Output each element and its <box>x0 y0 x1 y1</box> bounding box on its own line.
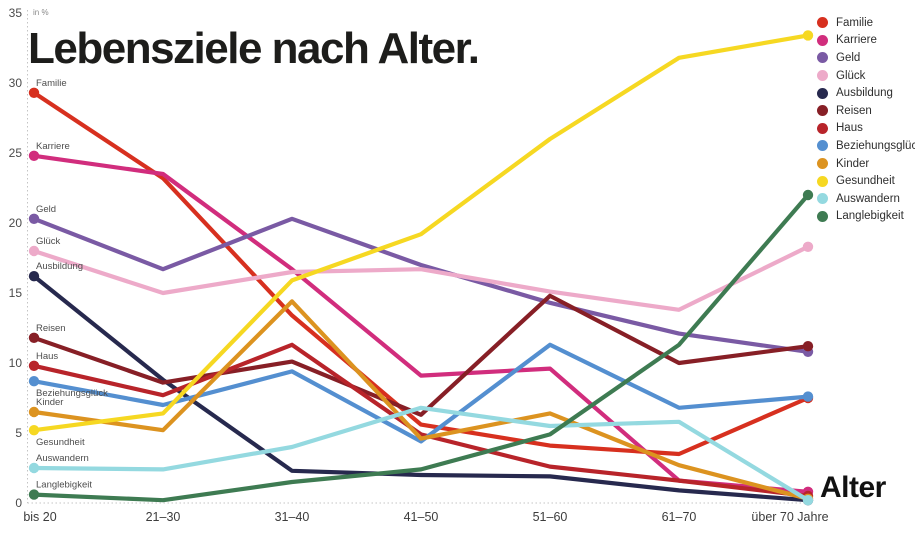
legend-dot-icon <box>817 87 828 99</box>
y-axis-unit-label: in % <box>33 8 49 17</box>
legend-item-label: Gesundheit <box>836 175 895 188</box>
y-tick-label: 5 <box>15 426 22 440</box>
series-line-gesundheit <box>31 33 811 433</box>
series-start-dot-beziehungsglück <box>28 376 40 387</box>
x-tick-label: bis 20 <box>23 510 56 524</box>
x-tick-label: 41–50 <box>404 510 439 524</box>
series-start-dot-kinder <box>28 406 40 418</box>
legend-dot-icon <box>817 193 828 205</box>
legend-item-familie: Familie <box>817 14 915 32</box>
legend-dot-icon <box>817 17 828 29</box>
series-start-label-langlebigkeit: Langlebigkeit <box>36 480 92 491</box>
legend-item-ausbildung: Ausbildung <box>817 84 915 102</box>
legend-dot-icon <box>817 140 828 152</box>
series-start-label-familie: Familie <box>36 78 67 89</box>
series-line-ausbildung <box>31 274 811 503</box>
series-start-label-auswandern: Auswandern <box>36 453 89 464</box>
series-end-dot-beziehungsglück <box>802 391 814 402</box>
series-line-auswandern <box>31 405 811 503</box>
series-end-dot-glück <box>802 241 814 252</box>
legend-item-label: Familie <box>836 16 874 29</box>
y-tick-label: 25 <box>9 146 23 160</box>
series-line-beziehungsglück <box>31 342 811 444</box>
series-start-dot-familie <box>28 87 40 99</box>
series-start-dot-haus <box>28 360 40 371</box>
series-line-haus <box>31 342 811 499</box>
series-start-dot-geld <box>28 213 40 224</box>
x-tick-label: 51–60 <box>533 510 568 524</box>
series-end-dot-langlebigkeit <box>802 189 814 201</box>
y-tick-label: 10 <box>9 356 23 370</box>
series-start-label-karriere: Karriere <box>36 141 70 152</box>
series-start-label-beziehungsglück: Beziehungsglück <box>36 388 108 399</box>
legend-item-label: Auswandern <box>836 192 900 205</box>
series-end-dot-gesundheit <box>802 30 814 41</box>
series-line-langlebigkeit <box>31 192 811 503</box>
legend-item-label: Ausbildung <box>836 87 893 100</box>
legend-dot-icon <box>817 34 828 46</box>
legend-dot-icon <box>817 52 828 64</box>
legend-item-label: Kinder <box>836 157 870 170</box>
x-tick-label: 61–70 <box>662 510 697 524</box>
chart-title: Lebensziele nach Alter. <box>28 24 480 73</box>
series-start-label-kinder: Kinder <box>36 397 63 408</box>
series-start-label-glück: Glück <box>36 236 61 247</box>
legend-dot-icon <box>817 122 828 134</box>
legend-item-label: Langlebigkeit <box>836 210 904 223</box>
x-tick-label: 31–40 <box>275 510 310 524</box>
legend-dot-icon <box>817 175 828 187</box>
legend-item-label: Karriere <box>836 34 877 47</box>
y-tick-label: 35 <box>9 6 23 20</box>
series-line-kinder <box>31 299 811 501</box>
legend-item-gesundheit: Gesundheit <box>817 172 915 190</box>
y-tick-label: 0 <box>15 496 22 510</box>
series-start-dot-reisen <box>28 332 40 343</box>
legend-dot-icon <box>817 105 828 117</box>
x-tick-label: über 70 Jahre <box>751 510 828 524</box>
series-line-geld <box>31 216 811 354</box>
series-start-label-gesundheit: Gesundheit <box>36 437 85 448</box>
series-start-label-reisen: Reisen <box>36 323 66 334</box>
series-line-glück <box>31 244 811 312</box>
legend: Familie Karriere Geld Glück Ausbildung Reisen… <box>817 14 915 225</box>
legend-item-glück: Glück <box>817 67 915 85</box>
y-tick-label: 15 <box>9 286 23 300</box>
series-start-label-haus: Haus <box>36 351 58 362</box>
legend-item-karriere: Karriere <box>817 32 915 50</box>
series-start-dot-gesundheit <box>28 425 40 436</box>
legend-item-reisen: Reisen <box>817 102 915 120</box>
y-tick-label: 20 <box>9 216 23 230</box>
series-start-dot-glück <box>28 245 40 257</box>
legend-dot-icon <box>817 70 828 82</box>
legend-item-kinder: Kinder <box>817 155 915 173</box>
series-start-dot-karriere <box>28 150 40 161</box>
series-line-reisen <box>31 293 811 417</box>
legend-item-label: Geld <box>836 51 861 64</box>
legend-item-auswandern: Auswandern <box>817 190 915 208</box>
legend-item-label: Beziehungsglück <box>836 139 915 152</box>
legend-dot-icon <box>817 158 828 170</box>
y-tick-label: 30 <box>9 76 23 90</box>
series-start-dot-ausbildung <box>28 271 40 282</box>
series-start-dot-langlebigkeit <box>28 489 40 500</box>
legend-item-langlebigkeit: Langlebigkeit <box>817 208 915 226</box>
legend-item-label: Reisen <box>836 104 872 117</box>
legend-dot-icon <box>817 210 828 222</box>
series-end-dot-reisen <box>802 341 814 352</box>
series-start-label-ausbildung: Ausbildung <box>36 261 83 272</box>
legend-item-haus: Haus <box>817 120 915 138</box>
legend-item-beziehungsglück: Beziehungsglück <box>817 137 915 155</box>
legend-item-geld: Geld <box>817 49 915 67</box>
series-start-dot-auswandern <box>28 462 40 474</box>
x-tick-label: 21–30 <box>146 510 181 524</box>
legend-item-label: Haus <box>836 122 863 135</box>
x-axis-title: Alter <box>820 471 886 504</box>
series-line-familie <box>31 90 811 457</box>
legend-item-label: Glück <box>836 69 866 82</box>
series-start-label-geld: Geld <box>36 204 56 215</box>
series-end-dot-auswandern <box>802 495 814 506</box>
